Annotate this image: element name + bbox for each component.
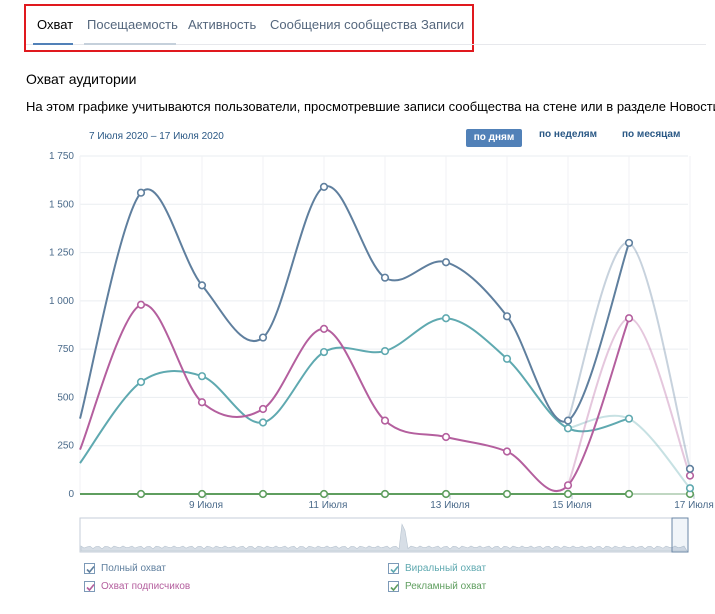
legend-subscribers-reach[interactable]: Охват подписчиков <box>84 581 190 592</box>
series-line-viral <box>79 317 630 464</box>
data-point-ads <box>563 489 573 499</box>
checkmark-icon <box>86 583 95 592</box>
data-point-ads <box>319 489 329 499</box>
tab-posts[interactable]: Записи <box>421 17 465 32</box>
data-point-viral <box>563 424 573 433</box>
data-point-viral <box>502 354 512 363</box>
period-months-button[interactable]: по месяцам <box>622 129 681 140</box>
data-point-ads <box>624 489 634 499</box>
y-tick-label: 250 <box>57 441 74 452</box>
series-line-full <box>79 185 630 423</box>
data-point-subscribers <box>441 432 451 442</box>
data-point-viral <box>624 414 634 423</box>
data-point-full <box>685 464 695 473</box>
legend-viral-reach-checkbox[interactable] <box>388 563 399 574</box>
data-point-ads <box>380 489 390 499</box>
data-point-full <box>319 182 329 192</box>
data-point-ads <box>197 489 207 499</box>
chart-grid <box>79 155 691 495</box>
data-point-subscribers <box>563 481 573 490</box>
data-point-subscribers <box>197 398 207 407</box>
y-tick-label: 1 000 <box>49 296 74 307</box>
y-tick-label: 1 250 <box>49 248 74 259</box>
legend-full-reach[interactable]: Полный охват <box>84 563 166 574</box>
data-point-subscribers <box>380 416 390 425</box>
date-range[interactable]: 7 Июля 2020 – 17 Июля 2020 <box>89 131 224 142</box>
section-description: На этом графике учитываются пользователи… <box>26 99 715 114</box>
y-tick-label: 750 <box>57 344 74 355</box>
navigator-selection-handle <box>671 517 689 553</box>
data-point-full <box>380 273 390 282</box>
period-weeks-button[interactable]: по неделям <box>539 129 598 140</box>
legend-full-reach-label: Полный охват <box>101 563 167 574</box>
y-tick-label: 1 750 <box>49 151 74 162</box>
legend-viral-reach-label: Виральный охват <box>405 563 487 574</box>
data-point-full <box>258 333 268 342</box>
checkmark-icon <box>390 565 399 574</box>
checkmark-icon <box>390 583 399 592</box>
legend-subscribers-reach-checkbox[interactable] <box>84 581 95 592</box>
data-point-subscribers <box>502 447 512 456</box>
data-point-viral <box>380 346 390 356</box>
legend-viral-reach[interactable]: Виральный охват <box>388 563 486 574</box>
data-point-full <box>197 281 207 290</box>
data-point-viral <box>258 418 268 427</box>
navigator-sparkline <box>80 523 688 552</box>
data-point-subscribers <box>685 471 695 480</box>
data-point-viral <box>319 347 329 357</box>
y-tick-label: 500 <box>57 392 74 403</box>
legend-ads-reach[interactable]: Рекламный охват <box>388 581 486 592</box>
legend-subscribers-reach-label: Охват подписчиков <box>101 581 191 592</box>
data-point-subscribers <box>136 300 146 309</box>
x-tick-label: 9 Июля <box>189 500 223 511</box>
y-tick-label: 1 500 <box>49 199 74 210</box>
navigator-frame <box>79 517 689 553</box>
tabs-highlight-box <box>24 4 474 52</box>
chart-navigator <box>79 517 689 553</box>
x-tick-label: 13 Июля <box>430 500 470 511</box>
tab-active-indicator <box>33 43 73 45</box>
data-point-subscribers <box>319 324 329 333</box>
tab-attendance[interactable]: Посещаемость <box>87 17 178 32</box>
data-point-full <box>502 312 512 321</box>
legend-full-reach-checkbox[interactable] <box>84 563 95 574</box>
data-point-viral <box>441 314 451 323</box>
data-point-full <box>441 258 451 267</box>
data-point-ads <box>136 489 146 499</box>
data-point-viral <box>197 372 207 381</box>
data-point-full <box>624 238 634 248</box>
tab-reach[interactable]: Охват <box>37 17 74 32</box>
data-point-ads <box>258 489 268 499</box>
tab-activity[interactable]: Активность <box>188 17 257 32</box>
legend-ads-reach-checkbox[interactable] <box>388 581 399 592</box>
x-tick-label: 11 Июля <box>309 500 348 511</box>
series-line-subscribers <box>79 303 630 493</box>
data-point-ads <box>502 489 512 499</box>
tab-hover-indicator <box>84 43 176 45</box>
period-days-button[interactable]: по дням <box>466 129 522 147</box>
y-tick-label: 0 <box>68 489 74 500</box>
data-point-subscribers <box>258 404 268 414</box>
x-tick-label: 17 Июля <box>674 500 714 511</box>
tabs-divider <box>26 44 706 45</box>
data-point-viral <box>136 377 146 387</box>
section-title: Охват аудитории <box>26 71 137 87</box>
x-tick-label: 15 Июля <box>552 500 592 511</box>
data-point-full <box>136 188 146 197</box>
chart-series <box>79 182 695 499</box>
legend-ads-reach-label: Рекламный охват <box>405 581 487 592</box>
data-point-subscribers <box>624 314 634 323</box>
tab-community-messages[interactable]: Сообщения сообщества <box>270 17 417 32</box>
x-axis-ticks: 9 Июля 11 Июля 13 Июля 15 Июля 17 Июля <box>189 494 714 511</box>
data-point-full <box>563 416 573 425</box>
data-point-ads <box>441 489 451 499</box>
data-point-viral <box>685 484 695 493</box>
y-axis-ticks: 0 250 500 750 1 000 1 250 1 500 1 750 <box>49 151 74 500</box>
checkmark-icon <box>86 565 95 574</box>
